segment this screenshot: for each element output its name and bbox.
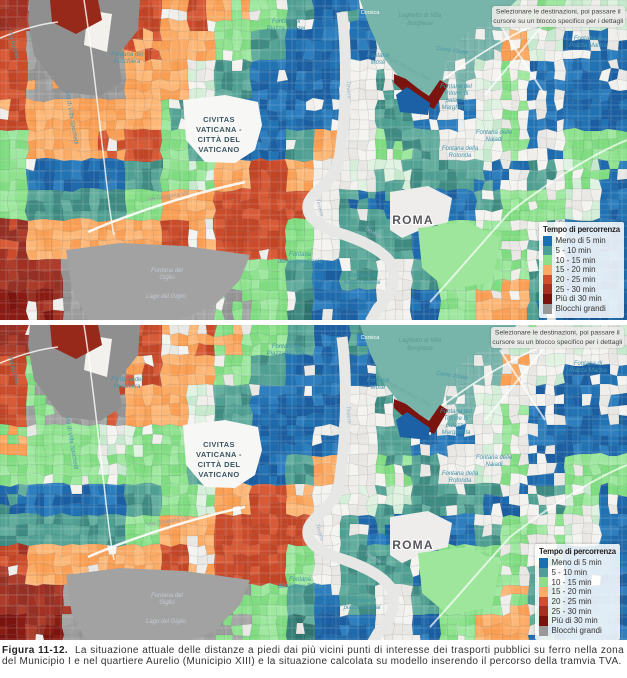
svg-text:Fontana di: Fontana di bbox=[574, 36, 603, 42]
svg-text:Tevere: Tevere bbox=[314, 523, 325, 543]
svg-text:Corsica: Corsica bbox=[361, 10, 381, 16]
svg-text:Fontana: Fontana bbox=[289, 252, 312, 258]
svg-text:Laghetto di Villa: Laghetto di Villa bbox=[399, 13, 442, 19]
svg-text:Corsica: Corsica bbox=[361, 335, 381, 341]
svg-text:piazza Mastai: piazza Mastai bbox=[343, 605, 381, 611]
svg-text:Fontana del: Fontana del bbox=[440, 84, 472, 90]
svg-text:Fontana del: Fontana del bbox=[151, 268, 183, 274]
svg-text:ROMA: ROMA bbox=[392, 213, 433, 227]
svg-text:Fontana della: Fontana della bbox=[442, 146, 479, 152]
svg-text:Fontana del: Fontana del bbox=[111, 52, 143, 58]
svg-text:Giglio: Giglio bbox=[159, 600, 175, 606]
svg-text:Fontana del: Fontana del bbox=[111, 377, 143, 383]
svg-text:piazza Mastai: piazza Mastai bbox=[343, 280, 381, 286]
svg-text:palazzo: palazzo bbox=[445, 423, 467, 429]
svg-text:Borghese: Borghese bbox=[407, 21, 433, 27]
svg-text:Rotonda: Rotonda bbox=[449, 153, 472, 159]
svg-text:Peschiera: Peschiera bbox=[114, 384, 141, 390]
svg-text:Margherita: Margherita bbox=[442, 105, 471, 111]
svg-text:Borghese: Borghese bbox=[407, 346, 433, 352]
svg-text:Piazza Mazzei: Piazza Mazzei bbox=[267, 26, 306, 32]
svg-text:Tevere: Tevere bbox=[344, 81, 352, 100]
svg-text:Fontana delle: Fontana delle bbox=[476, 455, 513, 461]
svg-text:Peschiera: Peschiera bbox=[114, 59, 141, 65]
svg-text:Mosè: Mosè bbox=[371, 60, 386, 66]
svg-text:Fontana di: Fontana di bbox=[348, 273, 377, 279]
svg-text:Piazza Marzia: Piazza Marzia bbox=[569, 43, 607, 49]
svg-text:Naiadi: Naiadi bbox=[485, 462, 503, 468]
svg-text:Fontana: Fontana bbox=[289, 577, 312, 583]
svg-text:Tritone di: Tritone di bbox=[444, 416, 469, 422]
svg-text:Tevere: Tevere bbox=[314, 198, 325, 218]
svg-text:dell'Acqua Paola: dell'Acqua Paola bbox=[278, 584, 323, 590]
svg-text:Piazza Marzia: Piazza Marzia bbox=[569, 368, 607, 374]
svg-text:Giglio: Giglio bbox=[159, 275, 175, 281]
svg-text:Rotonda: Rotonda bbox=[449, 478, 472, 484]
svg-text:ROMA: ROMA bbox=[392, 538, 433, 552]
svg-text:Corso d'Italia: Corso d'Italia bbox=[436, 46, 468, 56]
svg-text:Fontana di: Fontana di bbox=[272, 344, 301, 350]
svg-text:Fontana di: Fontana di bbox=[272, 19, 301, 25]
svg-text:dell'Acqua Paola: dell'Acqua Paola bbox=[278, 259, 323, 265]
svg-text:Lago del Giglio: Lago del Giglio bbox=[146, 294, 187, 300]
svg-text:Lago del Giglio: Lago del Giglio bbox=[146, 619, 187, 625]
svg-text:Mosè: Mosè bbox=[371, 385, 386, 391]
svg-text:Margherita: Margherita bbox=[442, 430, 471, 436]
svg-text:Laghetto di Villa: Laghetto di Villa bbox=[399, 338, 442, 344]
svg-text:Fontana del: Fontana del bbox=[151, 593, 183, 599]
svg-text:Fontana delle: Fontana delle bbox=[476, 130, 513, 136]
svg-text:Fontana: Fontana bbox=[367, 53, 390, 59]
svg-text:Corso d'Italia: Corso d'Italia bbox=[436, 371, 468, 381]
svg-text:Piazza Mazzei: Piazza Mazzei bbox=[267, 351, 306, 357]
svg-text:Fontana della: Fontana della bbox=[442, 471, 479, 477]
svg-text:Tritone di: Tritone di bbox=[444, 91, 469, 97]
svg-text:Fontana di: Fontana di bbox=[574, 361, 603, 367]
svg-text:Fontana di: Fontana di bbox=[348, 598, 377, 604]
svg-text:Tevere: Tevere bbox=[344, 406, 352, 425]
svg-text:Fontana: Fontana bbox=[367, 378, 390, 384]
svg-text:palazzo: palazzo bbox=[445, 98, 467, 104]
svg-text:Naiadi: Naiadi bbox=[485, 137, 503, 143]
svg-text:Fontana del: Fontana del bbox=[440, 409, 472, 415]
